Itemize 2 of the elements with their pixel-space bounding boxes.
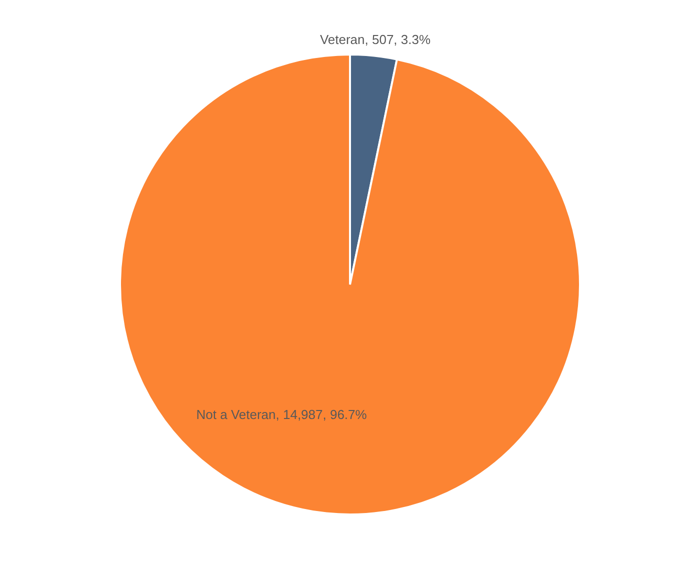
slice-label: Not a Veteran, 14,987, 96.7% <box>196 406 368 422</box>
slice-label: Veteran, 507, 3.3% <box>320 32 431 47</box>
